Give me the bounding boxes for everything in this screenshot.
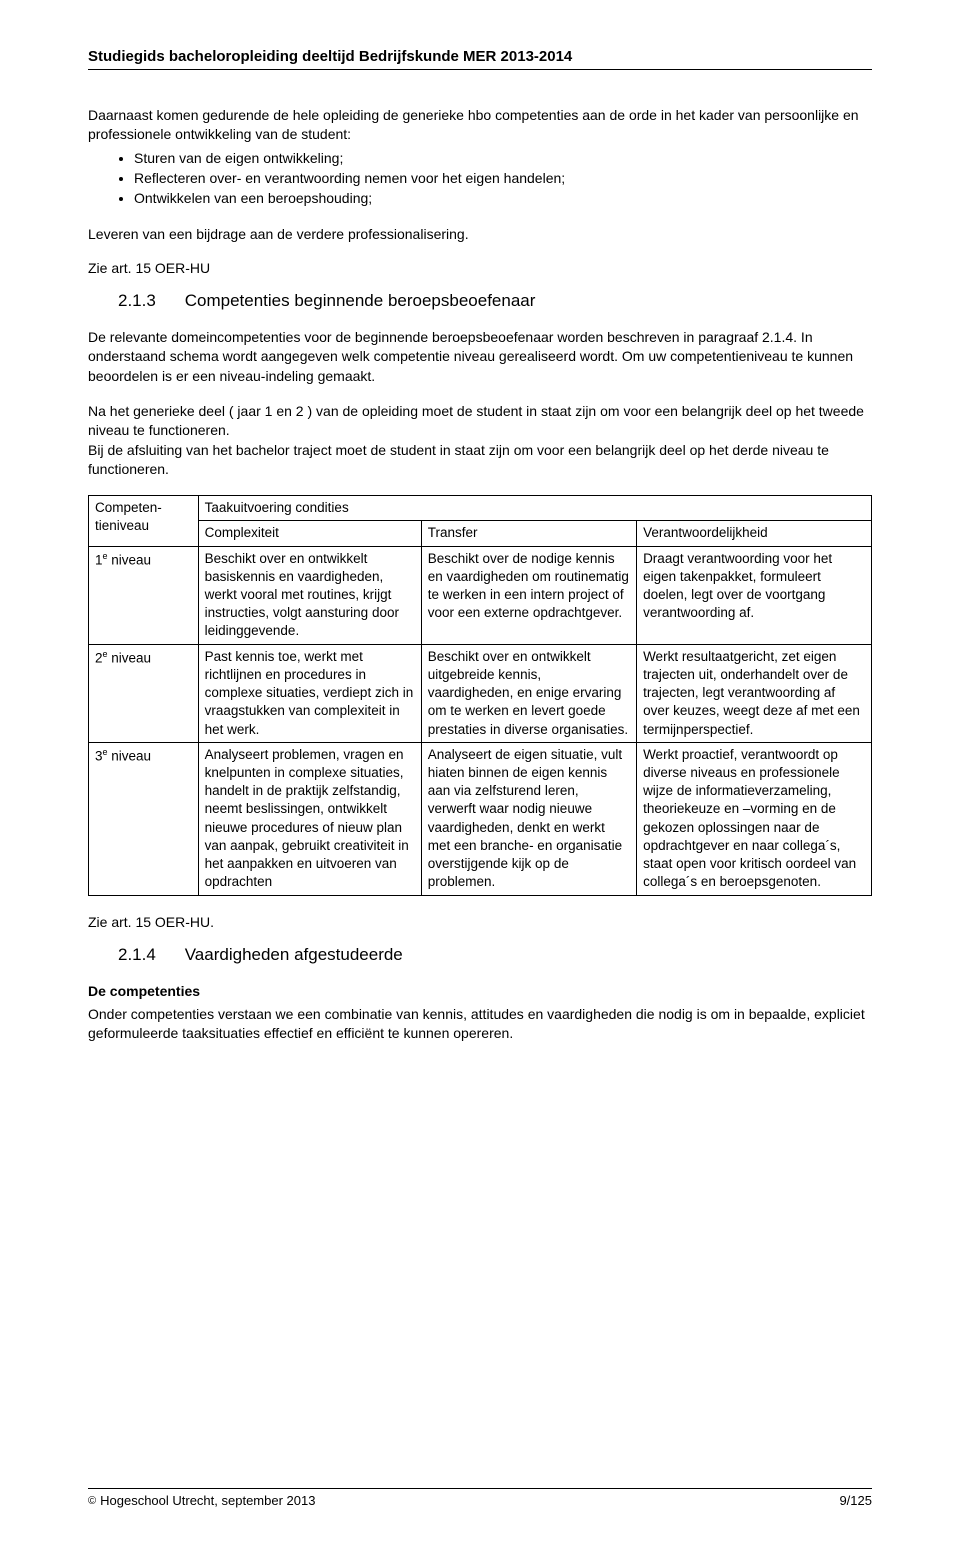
copyright-icon: © [88, 1495, 96, 1507]
footer-page-number: 9/125 [839, 1493, 872, 1508]
level-post: niveau [108, 552, 152, 567]
intro-after-list: Leveren van een bijdrage aan de verdere … [88, 225, 872, 244]
competency-table: Competen-tieniveau Taakuitvoering condit… [88, 495, 872, 895]
table-row: 2e niveau Past kennis toe, werkt met ric… [89, 644, 872, 742]
table-level-cell: 2e niveau [89, 644, 199, 742]
level-pre: 1 [95, 552, 103, 567]
header-title: Studiegids bacheloropleiding deeltijd Be… [88, 48, 872, 65]
level-pre: 2 [95, 650, 103, 665]
section-213-p1: De relevante domeincompetenties voor de … [88, 328, 872, 386]
table-cell-complexity: Analyseert problemen, vragen en knelpunt… [198, 742, 421, 895]
footer-rule [88, 1488, 872, 1489]
table-cell-responsibility: Draagt verantwoording voor het eigen tak… [637, 546, 872, 644]
document-page: Studiegids bacheloropleiding deeltijd Be… [0, 0, 960, 1548]
table-row: 1e niveau Beschikt over en ontwikkelt ba… [89, 546, 872, 644]
table-cell-transfer: Beschikt over en ontwikkelt uitgebreide … [421, 644, 636, 742]
table-cell-responsibility: Werkt proactief, verantwoordt op diverse… [637, 742, 872, 895]
table-sub-header-1: Complexiteit [198, 521, 421, 546]
table-cell-transfer: Beschikt over de nodige kennis en vaardi… [421, 546, 636, 644]
footer-left: © Hogeschool Utrecht, september 2013 [88, 1493, 315, 1508]
section-214-title: Vaardigheden afgestudeerde [185, 944, 403, 966]
section-213-p2p3: Na het generieke deel ( jaar 1 en 2 ) va… [88, 402, 872, 479]
intro-lead: Daarnaast komen gedurende de hele opleid… [88, 106, 872, 145]
intro-bullet-2: Reflecteren over- en verantwoording neme… [134, 169, 872, 188]
table-header-span: Taakuitvoering condities [198, 496, 871, 521]
table-header-row-2: Complexiteit Transfer Verantwoordelijkhe… [89, 521, 872, 546]
section-214-body: Onder competenties verstaan we een combi… [88, 1005, 872, 1044]
section-213-p2: Na het generieke deel ( jaar 1 en 2 ) va… [88, 403, 864, 438]
table-header-left: Competen-tieniveau [89, 496, 199, 546]
intro-bullet-1: Sturen van de eigen ontwikkeling; [134, 149, 872, 168]
table-level-cell: 1e niveau [89, 546, 199, 644]
table-cell-transfer: Analyseert de eigen situatie, vult hiate… [421, 742, 636, 895]
section-214-heading: 2.1.4 Vaardigheden afgestudeerde [118, 944, 872, 966]
section-213-heading: 2.1.3 Competenties beginnende beroepsbeo… [118, 290, 872, 312]
level-post: niveau [108, 650, 152, 665]
footer-row: © Hogeschool Utrecht, september 2013 9/1… [88, 1493, 872, 1508]
table-cell-complexity: Beschikt over en ontwikkelt basiskennis … [198, 546, 421, 644]
level-pre: 3 [95, 748, 103, 763]
level-post: niveau [108, 748, 152, 763]
table-level-cell: 3e niveau [89, 742, 199, 895]
page-header: Studiegids bacheloropleiding deeltijd Be… [88, 48, 872, 106]
table-header-row-1: Competen-tieniveau Taakuitvoering condit… [89, 496, 872, 521]
section-213-title: Competenties beginnende beroepsbeoefenaa… [185, 290, 536, 312]
intro-ref: Zie art. 15 OER-HU [88, 260, 872, 276]
footer-left-text: Hogeschool Utrecht, september 2013 [100, 1493, 315, 1508]
intro-bullets: Sturen van de eigen ontwikkeling; Reflec… [88, 149, 872, 209]
page-footer: © Hogeschool Utrecht, september 2013 9/1… [88, 1468, 872, 1508]
table-cell-complexity: Past kennis toe, werkt met richtlijnen e… [198, 644, 421, 742]
section-214-subhead: De competenties [88, 982, 872, 1001]
section-213-p3: Bij de afsluiting van het bachelor traje… [88, 442, 829, 477]
section-213-num: 2.1.3 [118, 290, 180, 312]
table-cell-responsibility: Werkt resultaatgericht, zet eigen trajec… [637, 644, 872, 742]
intro-bullet-3: Ontwikkelen van een beroepshouding; [134, 189, 872, 208]
table-sub-header-3: Verantwoordelijkheid [637, 521, 872, 546]
section-214-num: 2.1.4 [118, 944, 180, 966]
table-after-ref: Zie art. 15 OER-HU. [88, 914, 872, 930]
page-content: Daarnaast komen gedurende de hele opleid… [88, 106, 872, 1468]
table-sub-header-2: Transfer [421, 521, 636, 546]
header-rule [88, 69, 872, 70]
table-row: 3e niveau Analyseert problemen, vragen e… [89, 742, 872, 895]
